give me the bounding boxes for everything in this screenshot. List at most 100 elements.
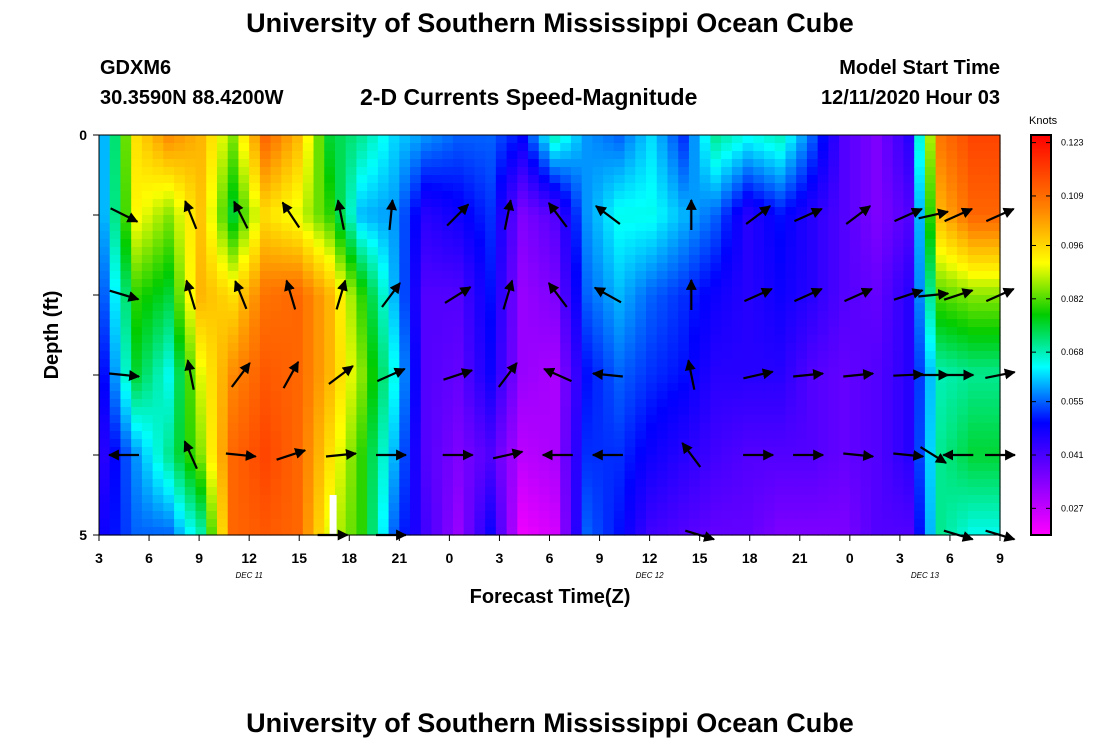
heatmap-cell [270, 151, 282, 160]
heatmap-cell [656, 479, 669, 488]
heatmap-cell [99, 335, 111, 344]
heatmap-cell [613, 215, 626, 224]
heatmap-cell [388, 503, 400, 512]
current-vector [184, 279, 197, 310]
heatmap-cell [238, 511, 250, 520]
heatmap-cell [731, 415, 744, 424]
heatmap-cell [860, 335, 872, 344]
heatmap-cell [828, 303, 840, 312]
heatmap-cell [259, 439, 272, 448]
heatmap-cell [206, 255, 218, 264]
heatmap-cell [410, 287, 422, 296]
heatmap-cell [678, 175, 690, 184]
heatmap-cell [882, 311, 894, 320]
heatmap-cell [292, 175, 304, 184]
heatmap-cell [699, 383, 711, 392]
heatmap-cell [667, 351, 679, 360]
heatmap-cell [485, 223, 497, 232]
heatmap-cell [839, 231, 851, 240]
heatmap-cell [120, 511, 132, 520]
heatmap-cell [710, 327, 722, 336]
heatmap-cell [463, 295, 476, 304]
heatmap-cell [935, 263, 947, 272]
heatmap-cell [120, 415, 132, 424]
heatmap-cell [667, 415, 679, 424]
heatmap-cell [152, 511, 164, 520]
heatmap-cell [506, 231, 518, 240]
heatmap-cell [667, 135, 679, 144]
heatmap-cell [774, 319, 787, 328]
heatmap-cell [785, 239, 797, 248]
heatmap-cell [785, 463, 797, 472]
heatmap-cell [249, 255, 261, 264]
heatmap-cell [699, 231, 711, 240]
heatmap-cell [206, 191, 218, 200]
heatmap-cell [206, 407, 218, 416]
heatmap-cell [431, 407, 443, 416]
heatmap-cell [688, 519, 701, 528]
heatmap-cell [313, 455, 325, 464]
heatmap-cell [635, 375, 647, 384]
heatmap-cell [678, 367, 690, 376]
heatmap-cell [249, 487, 261, 496]
heatmap-cell [882, 215, 894, 224]
heatmap-cell [882, 167, 894, 176]
heatmap-cell [924, 351, 937, 360]
heatmap-cell [324, 375, 336, 384]
heatmap-cell [474, 327, 486, 336]
heatmap-cell [806, 255, 819, 264]
heatmap-cell [613, 375, 626, 384]
heatmap-cell [259, 431, 272, 440]
heatmap-cell [399, 287, 411, 296]
heatmap-cell [892, 335, 905, 344]
heatmap-cell [796, 351, 808, 360]
heatmap-cell [163, 183, 175, 192]
heatmap-cell [324, 415, 336, 424]
heatmap-cell [367, 167, 379, 176]
heatmap-cell [377, 287, 390, 296]
heatmap-cell [839, 423, 851, 432]
heatmap-cell [806, 503, 819, 512]
heatmap-cell [302, 407, 315, 416]
heatmap-cell [946, 455, 958, 464]
heatmap-cell [549, 191, 561, 200]
heatmap-cell [238, 135, 250, 144]
heatmap-cell [109, 239, 122, 248]
heatmap-cell [227, 255, 240, 264]
heatmap-cell [163, 367, 175, 376]
heatmap-cell [785, 327, 797, 336]
heatmap-cell [485, 271, 497, 280]
heatmap-cell [774, 359, 787, 368]
heatmap-cell [721, 447, 733, 456]
heatmap-cell [206, 495, 218, 504]
heatmap-cell [410, 239, 422, 248]
heatmap-cell [957, 279, 969, 288]
heatmap-cell [281, 407, 293, 416]
heatmap-cell [356, 207, 368, 216]
heatmap-cell [399, 167, 411, 176]
heatmap-cell [592, 175, 604, 184]
heatmap-cell [367, 335, 379, 344]
heatmap-cell [785, 135, 797, 144]
heatmap-cell [238, 519, 250, 528]
heatmap-cell [399, 439, 411, 448]
heatmap-cell [120, 519, 132, 528]
heatmap-cell [195, 143, 207, 152]
heatmap-cell [528, 447, 540, 456]
heatmap-cell [892, 503, 905, 512]
heatmap-cell [678, 231, 690, 240]
heatmap-cell [656, 303, 669, 312]
heatmap-cell [388, 319, 400, 328]
heatmap-cell [860, 271, 872, 280]
heatmap-cell [903, 263, 915, 272]
heatmap-cell [957, 191, 969, 200]
heatmap-cell [431, 319, 443, 328]
heatmap-cell [678, 303, 690, 312]
heatmap-cell [452, 199, 465, 208]
heatmap-cell [635, 239, 647, 248]
heatmap-cell [495, 143, 508, 152]
heatmap-cell [410, 383, 422, 392]
heatmap-cell [485, 455, 497, 464]
heatmap-cell [292, 487, 304, 496]
